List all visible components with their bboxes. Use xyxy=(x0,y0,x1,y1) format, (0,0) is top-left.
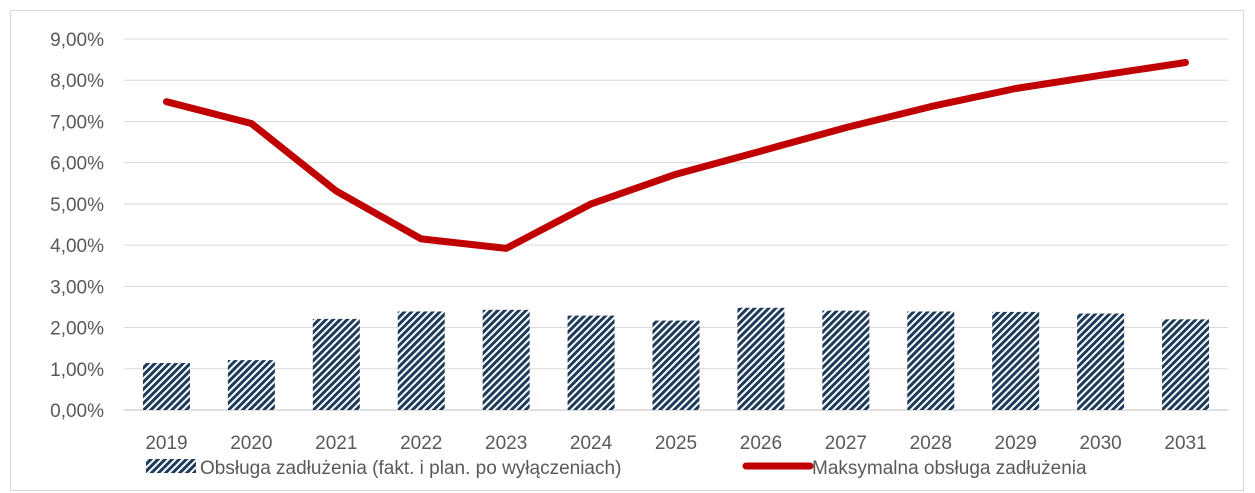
y-tick-label: 8,00% xyxy=(50,71,104,92)
legend-swatch-bar xyxy=(146,459,196,473)
legend: Obsługa zadłużenia (fakt. i plan. po wył… xyxy=(146,458,1087,479)
bar xyxy=(312,318,360,410)
y-tick-label: 3,00% xyxy=(50,277,104,298)
x-tick-label: 2030 xyxy=(1079,433,1121,454)
y-tick-label: 5,00% xyxy=(50,195,104,216)
y-axis-labels: 0,00% 1,00% 2,00% 3,00% 4,00% 5,00% 6,00% 7,00%… xyxy=(50,30,104,422)
x-axis-labels: 2019 2020 2021 2022 2023 2024 2025 2026 2027 2028… xyxy=(145,433,1206,454)
x-tick-label: 2022 xyxy=(400,433,442,454)
line-series xyxy=(163,59,1189,252)
bar xyxy=(822,310,870,410)
x-tick-label: 2027 xyxy=(825,433,867,454)
x-tick-label: 2026 xyxy=(740,433,782,454)
gridlines xyxy=(124,38,1228,411)
bar xyxy=(992,311,1040,410)
bar xyxy=(1077,313,1125,410)
y-tick-label: 1,00% xyxy=(50,360,104,381)
legend-label: Maksymalna obsługa zadłużenia xyxy=(812,458,1087,479)
bar xyxy=(907,311,955,410)
x-tick-label: 2024 xyxy=(570,433,613,454)
bar xyxy=(482,309,530,410)
legend-label: Obsługa zadłużenia (fakt. i plan. po wył… xyxy=(200,458,621,479)
bar xyxy=(737,307,785,410)
x-tick-label: 2020 xyxy=(230,433,272,454)
y-tick-label: 4,00% xyxy=(50,236,104,257)
y-tick-label: 9,00% xyxy=(50,30,104,51)
x-tick-label: 2025 xyxy=(655,433,697,454)
bar-series xyxy=(142,307,1210,410)
series-line xyxy=(163,59,1189,252)
bar xyxy=(397,311,445,410)
bar xyxy=(227,360,275,410)
y-tick-label: 2,00% xyxy=(50,319,104,340)
y-tick-label: 0,00% xyxy=(50,401,104,422)
y-tick-label: 6,00% xyxy=(50,154,104,175)
chart-frame xyxy=(10,10,1244,491)
x-tick-label: 2031 xyxy=(1164,433,1206,454)
x-tick-label: 2019 xyxy=(145,433,187,454)
x-tick-label: 2028 xyxy=(910,433,952,454)
bar xyxy=(567,315,615,410)
x-tick-label: 2023 xyxy=(485,433,527,454)
x-tick-label: 2029 xyxy=(995,433,1037,454)
y-tick-label: 7,00% xyxy=(50,112,104,133)
x-tick-label: 2021 xyxy=(315,433,357,454)
bar xyxy=(652,320,700,410)
bar xyxy=(1162,319,1210,410)
bar xyxy=(142,363,190,410)
